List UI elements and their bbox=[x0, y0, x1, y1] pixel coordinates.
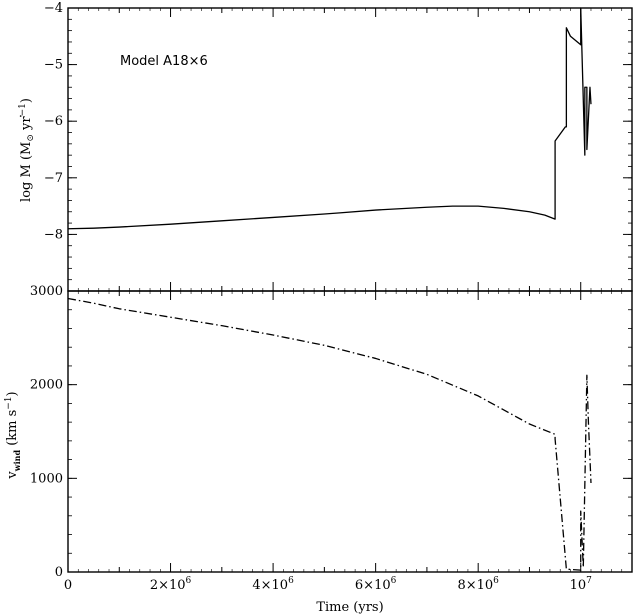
y-tick-label: −6 bbox=[44, 114, 63, 129]
x-tick-label: 8×106 bbox=[457, 576, 499, 593]
top-panel: −8 −7 −6 −5 −4 Model A18×6 log M (M⊙ yr−1) · bbox=[14, 1, 633, 292]
x-axis-label: Time (yrs) bbox=[316, 600, 383, 615]
top-series-line bbox=[67, 7, 592, 230]
bottom-plot-frame bbox=[67, 290, 633, 573]
x-tick-label: 107 bbox=[570, 576, 593, 593]
y-tick-label: −4 bbox=[44, 1, 63, 16]
x-tick-label: 0 bbox=[64, 578, 72, 593]
bottom-y-axis-label: vwind (km s−1) bbox=[4, 391, 22, 479]
x-tick-label: 6×106 bbox=[355, 576, 397, 593]
y-tick-label: −8 bbox=[44, 227, 63, 242]
y-tick-label: −5 bbox=[44, 58, 63, 73]
mdot-dot: · bbox=[14, 114, 29, 118]
y-tick-label: 1000 bbox=[30, 471, 63, 486]
model-annotation: Model A18×6 bbox=[120, 54, 208, 69]
bottom-panel: 0 1000 2000 3000 0 2×106 4×106 6×106 8×106 107 v… bbox=[4, 284, 633, 615]
y-tick-label: 3000 bbox=[30, 284, 63, 299]
top-plot-frame bbox=[67, 7, 633, 292]
y-tick-label: −7 bbox=[44, 171, 63, 186]
top-y-tick-labels: −8 −7 −6 −5 −4 bbox=[44, 1, 63, 242]
bottom-y-tick-labels: 0 1000 2000 3000 bbox=[30, 284, 63, 580]
x-tick-label: 2×106 bbox=[150, 576, 192, 593]
top-y-axis-label: log M (M⊙ yr−1) bbox=[18, 98, 36, 202]
x-tick-labels: 0 2×106 4×106 6×106 8×106 107 bbox=[64, 576, 592, 593]
y-tick-label: 2000 bbox=[30, 378, 63, 393]
bottom-series-line bbox=[67, 297, 592, 571]
bottom-ticks bbox=[67, 290, 633, 573]
bottom-series bbox=[67, 297, 592, 571]
top-series bbox=[67, 7, 592, 230]
x-tick-label: 4×106 bbox=[252, 576, 294, 593]
top-ticks bbox=[67, 7, 633, 292]
y-tick-label: 0 bbox=[55, 565, 63, 580]
